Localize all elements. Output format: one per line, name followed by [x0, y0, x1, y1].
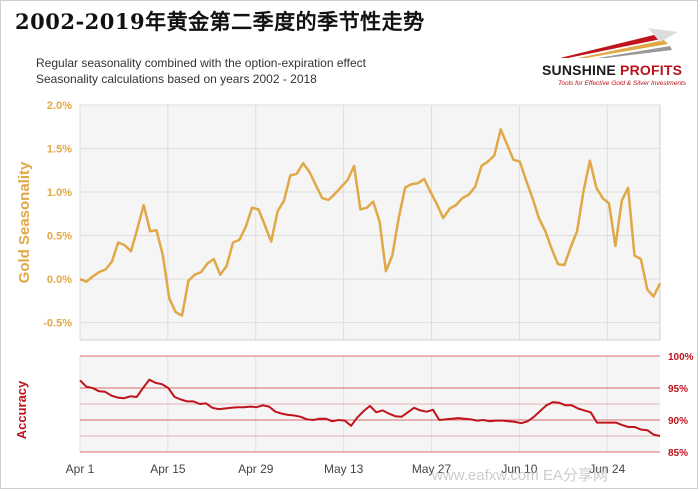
accuracy-ytick-label: 85% [668, 448, 688, 459]
x-tick-label: Jun 24 [589, 462, 625, 476]
logo-name-part-2: PROFITS [620, 62, 683, 78]
subtitle-line-1: Regular seasonality combined with the op… [36, 56, 366, 70]
accuracy-ytick-label: 90% [668, 416, 688, 427]
accuracy-ytick-label: 95% [668, 384, 688, 395]
logo-name-part-1: SUNSHINE [542, 62, 616, 78]
seasonality-line [79, 128, 662, 317]
accuracy-line [79, 378, 661, 437]
x-tick-label: Apr 1 [66, 462, 95, 476]
x-tick-label: May 13 [324, 462, 364, 476]
x-tick-label: Apr 15 [150, 462, 186, 476]
seasonality-plot-area [79, 104, 661, 341]
logo-tagline: Tools for Effective Gold & Silver Invest… [558, 80, 687, 87]
seasonality-ytick-label: 0.0% [47, 274, 72, 286]
seasonality-ytick-label: 1.0% [47, 187, 72, 199]
watermark-text: www.eafxw.com EA分享网 [431, 467, 608, 484]
logo-swoosh-icon [560, 28, 678, 58]
seasonality-ytick-label: 0.5% [47, 231, 72, 243]
sunshine-profits-logo: SUNSHINE PROFITS Tools for Effective Gol… [538, 28, 688, 88]
seasonality-y-axis-label: Gold Seasonality [16, 161, 33, 283]
seasonality-ytick-label: 1.5% [47, 144, 72, 156]
x-tick-label: May 27 [412, 462, 452, 476]
accuracy-y-axis-label: Accuracy [14, 380, 29, 439]
logo-name: SUNSHINE PROFITS [542, 62, 682, 78]
seasonality-ytick-label: -0.5% [43, 318, 72, 330]
x-tick-label: Apr 29 [238, 462, 274, 476]
x-tick-label: Jun 10 [501, 462, 537, 476]
page-title: 2002-2019年黄金第二季度的季节性走势 [15, 9, 425, 34]
seasonality-ytick-label: 2.0% [47, 100, 72, 112]
subtitle-line-2: Seasonality calculations based on years … [36, 72, 317, 86]
accuracy-ytick-label: 100% [668, 352, 694, 363]
